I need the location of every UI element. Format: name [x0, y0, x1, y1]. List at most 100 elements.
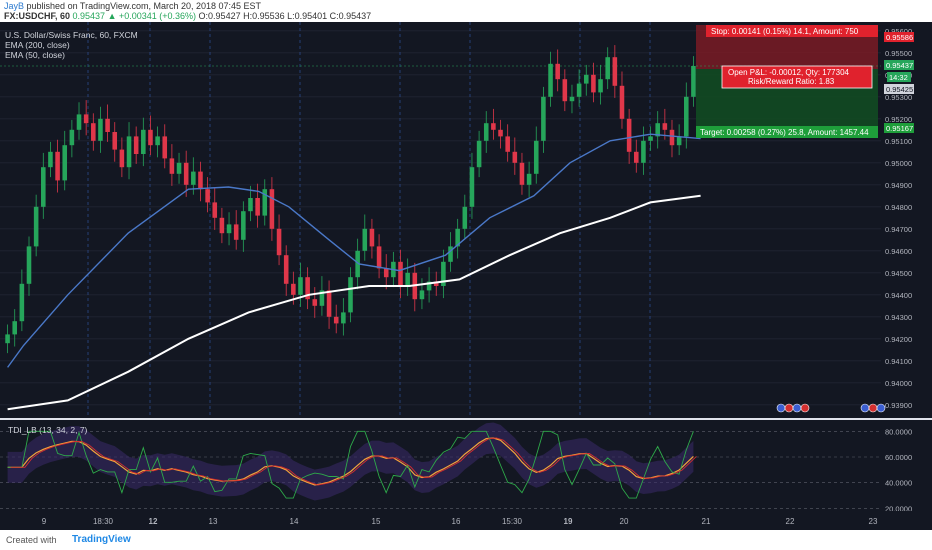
candle-body [348, 277, 353, 313]
candle-body [269, 189, 275, 229]
candle-body [633, 151, 639, 163]
countdown-text: 14:32 [889, 73, 908, 82]
symbol-label: FX:USDCHF, 60 [4, 11, 71, 21]
stop-label: Stop: 0.00141 (0.15%) 14.1, Amount: 750 [711, 27, 859, 36]
time-tick-label: 18:30 [93, 517, 114, 526]
candle-body [533, 140, 539, 174]
candle-body [491, 123, 496, 130]
candle-body [69, 129, 75, 146]
candle-body [398, 261, 403, 286]
current-price-tag [884, 60, 914, 70]
tdi-legend: TDI_LB (13, 34, 2, 7) [8, 425, 88, 435]
ema200-line [7, 194, 701, 411]
candle-body [105, 118, 110, 132]
candle-body [512, 151, 518, 163]
tdi-tick-label: 60.0000 [885, 453, 912, 462]
time-tick-label: 23 [869, 517, 878, 526]
candle-body [455, 228, 460, 247]
flag-us-icon [876, 403, 886, 413]
ema200-legend: EMA (200, close) [5, 40, 70, 50]
candle-body [305, 277, 310, 300]
countdown-tag [887, 72, 911, 82]
tdi-market-base-line [7, 437, 694, 486]
flag-ch-icon [800, 403, 810, 413]
candle-body [469, 167, 475, 207]
candle-body [626, 118, 632, 152]
candle-body [141, 129, 146, 154]
candle-body [248, 198, 253, 212]
candle-body [519, 162, 525, 185]
target-price-text: 0.95167 [886, 124, 913, 133]
current-price-text: 0.95437 [886, 61, 913, 70]
candle-body [326, 290, 332, 317]
tradingview-logo[interactable]: TradingView [72, 534, 131, 545]
time-axis: 9 18:30 12 13 14 15 16 15:30 19 20 21 22 23 [42, 517, 878, 526]
candle-body [176, 162, 182, 174]
candle-body [98, 118, 103, 141]
candle-body [19, 283, 25, 322]
candle-body [548, 63, 553, 97]
candle-body [241, 211, 246, 240]
candle-body [591, 74, 596, 93]
price-tick-label: 0.94600 [885, 247, 912, 256]
candle-body [112, 132, 118, 150]
candle-body [255, 198, 260, 216]
candle-body [126, 136, 132, 168]
candle-body [91, 123, 96, 141]
candle-body [355, 250, 360, 278]
candle-body [569, 96, 575, 102]
candle-body [219, 217, 225, 234]
tdi-rsi-price-line [7, 430, 694, 499]
price-tick-label: 0.95600 [885, 27, 912, 36]
event-markers[interactable] [776, 403, 886, 413]
price-tick-label: 0.94800 [885, 203, 912, 212]
candle-body [483, 123, 489, 141]
candle-body [205, 189, 210, 203]
stop-label-bg [706, 25, 878, 37]
candle-body [41, 167, 46, 207]
chart-canvas[interactable]: U.S. Dollar/Swiss Franc, 60, FXCM EMA (2… [0, 22, 932, 530]
candle-body [441, 261, 446, 286]
candle-body [369, 228, 375, 247]
candle-body [641, 140, 646, 163]
flag-ch-icon [784, 403, 794, 413]
instrument-legend: U.S. Dollar/Swiss Franc, 60, FXCM [5, 30, 138, 40]
candle-body [155, 136, 160, 146]
price-tick-label: 0.94300 [885, 313, 912, 322]
ema50-line [7, 133, 701, 368]
entry-price-text: 0.95425 [886, 85, 913, 94]
flag-us-icon [776, 403, 786, 413]
price-tick-label: 0.94200 [885, 335, 912, 344]
candle-body [583, 74, 589, 84]
tdi-tick-label: 40.0000 [885, 479, 912, 488]
candle-body [133, 136, 139, 154]
candle-body [691, 66, 696, 97]
publication-header: JayB published on TradingView.com, March… [0, 0, 932, 22]
target-label-bg [696, 126, 878, 138]
price-change: 0.95437 ▲ +0.00341 (+0.36%) [72, 11, 197, 21]
candle-body [83, 114, 89, 124]
time-tick-label: 19 [564, 517, 573, 526]
tdi-tick-label: 20.0000 [885, 504, 912, 513]
tdi-tick-label: 80.0000 [885, 427, 912, 436]
candle-body [162, 136, 168, 159]
author-link[interactable]: JayB [4, 1, 25, 11]
candle-body [62, 145, 68, 181]
stop-price-text: 0.95586 [886, 33, 913, 42]
candle-body [33, 206, 39, 247]
price-tick-label: 0.94700 [885, 225, 912, 234]
candlesticks [5, 45, 696, 354]
candle-body [26, 246, 32, 284]
candle-body [476, 140, 482, 168]
pnl-label-bg [721, 65, 873, 89]
candle-body [405, 272, 410, 286]
candle-body [505, 136, 510, 152]
entry-price-tag [884, 84, 914, 94]
flag-us-icon [860, 403, 870, 413]
time-tick-label: 15 [372, 517, 381, 526]
candle-body [426, 281, 432, 291]
ohlc-values: O:0.95427 H:0.95536 L:0.95401 C:0.95437 [198, 11, 372, 21]
ema50-legend: EMA (50, close) [5, 50, 65, 60]
candle-body [276, 228, 282, 256]
price-tick-label: 0.95500 [885, 49, 912, 58]
